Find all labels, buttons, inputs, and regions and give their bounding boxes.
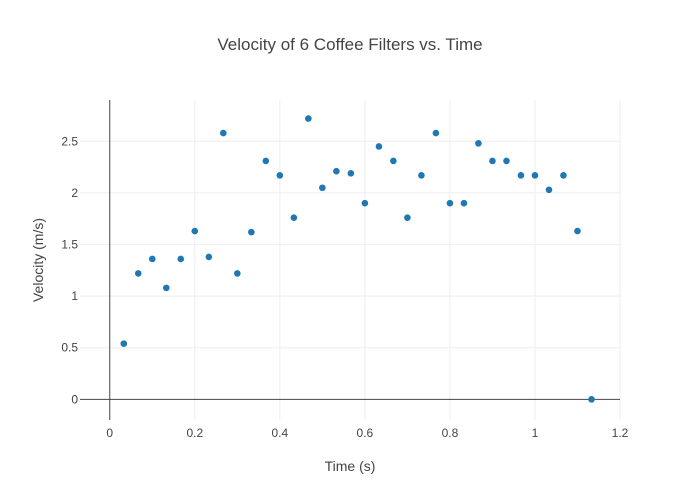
data-point — [347, 169, 355, 177]
data-point — [560, 172, 567, 179]
data-point — [248, 228, 255, 236]
data-point — [404, 214, 411, 221]
x-tick-label: 1.2 — [612, 426, 629, 440]
data-point — [191, 227, 199, 235]
data-point — [545, 186, 553, 194]
y-tick-label: 0 — [71, 392, 78, 406]
data-point — [262, 157, 270, 165]
data-point — [205, 253, 213, 261]
data-point — [475, 140, 482, 147]
grid-layer — [80, 100, 621, 420]
data-point — [418, 172, 425, 179]
x-tick-label: 1 — [532, 426, 539, 440]
data-point — [432, 129, 440, 137]
data-point — [234, 270, 241, 277]
data-point — [290, 214, 298, 221]
data-point — [503, 157, 510, 165]
data-point — [460, 199, 468, 207]
y-tick-label: 1.5 — [61, 238, 78, 252]
data-point — [531, 172, 539, 179]
data-point — [517, 172, 525, 179]
x-tick-label: 0.2 — [186, 426, 203, 440]
data-point — [305, 115, 312, 122]
data-point — [489, 157, 496, 165]
data-point — [574, 227, 581, 235]
data-points — [120, 115, 595, 403]
y-axis-title: Velocity (m/s) — [30, 218, 46, 302]
data-point — [148, 255, 156, 263]
data-point — [276, 172, 284, 179]
data-point — [177, 255, 185, 263]
data-point — [120, 340, 128, 347]
x-tick-label: 0.8 — [442, 426, 459, 440]
x-tick-label: 0 — [106, 426, 113, 440]
y-tick-label: 2.5 — [61, 134, 78, 148]
data-point — [163, 284, 170, 292]
data-point — [588, 396, 595, 403]
x-tick-label: 0.6 — [357, 426, 374, 440]
y-tick-label: 0.5 — [61, 341, 78, 355]
data-point — [134, 270, 142, 277]
y-tick-label: 1 — [71, 289, 78, 303]
data-point — [319, 184, 326, 192]
data-point — [333, 167, 340, 175]
data-point — [219, 129, 227, 137]
data-point — [361, 199, 369, 207]
tick-labels: 0 0.2 0.4 0.6 0.8 1 1.2 0 0.5 1 1.5 2 2.5 — [61, 134, 628, 440]
x-axis-title: Time (s) — [325, 458, 376, 474]
data-point — [446, 199, 454, 207]
x-tick-label: 0.4 — [271, 426, 288, 440]
chart-title: Velocity of 6 Coffee Filters vs. Time — [217, 35, 482, 54]
data-point — [390, 157, 397, 165]
data-point — [375, 143, 383, 150]
y-tick-label: 2 — [71, 186, 78, 200]
axis-layer — [80, 100, 620, 420]
